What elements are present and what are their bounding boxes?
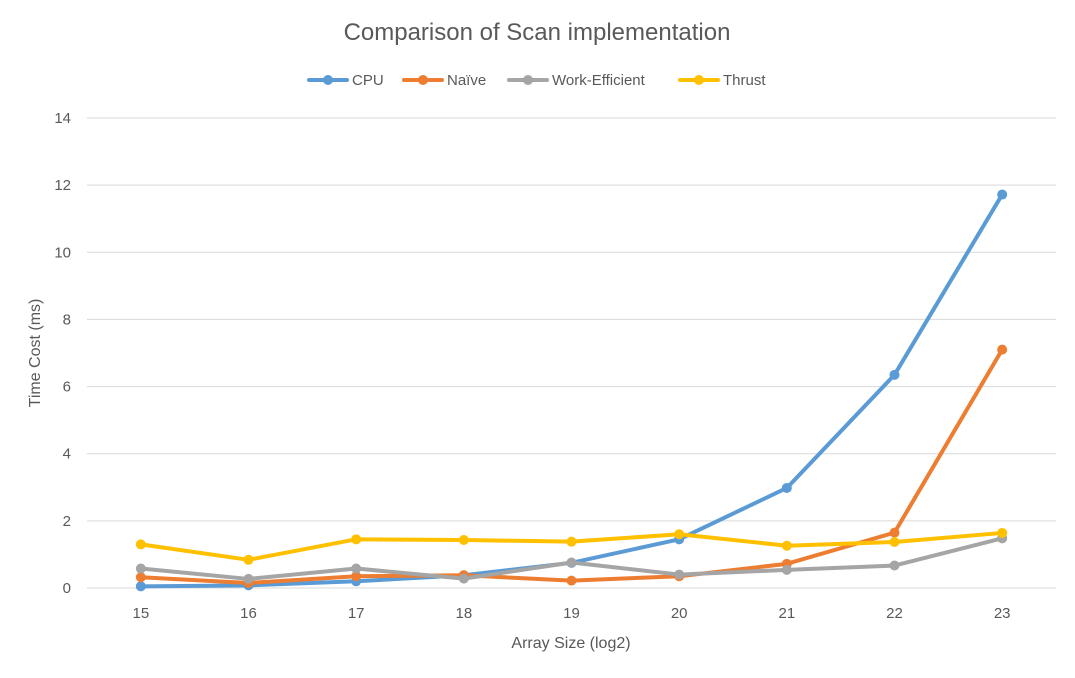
legend-label: Naïve — [447, 72, 486, 89]
series-line-na-ve — [138, 347, 1005, 585]
y-tick-label: 0 — [63, 580, 71, 597]
legend-item-thrust: Thrust — [678, 72, 766, 89]
x-tick-label: 16 — [240, 605, 257, 622]
legend-item-cpu: CPU — [307, 72, 384, 89]
x-tick-label: 22 — [886, 605, 903, 622]
legend: CPU Naïve Work-Efficient Thrust — [307, 72, 766, 89]
y-axis-tick-labels: 0 2 4 6 8 10 12 14 — [54, 110, 71, 597]
data-point-work-efficient — [781, 564, 792, 575]
y-tick-label: 8 — [63, 311, 71, 328]
data-point-thrust — [566, 536, 577, 547]
y-tick-label: 14 — [54, 110, 71, 127]
data-point-work-efficient — [566, 557, 577, 568]
data-point-thrust — [889, 537, 900, 548]
data-point-thrust — [997, 527, 1008, 538]
x-tick-label: 20 — [671, 605, 688, 622]
y-axis-title: Time Cost (ms) — [27, 299, 44, 408]
data-point-thrust — [781, 540, 792, 551]
data-point-na-ve — [997, 344, 1008, 355]
data-point-work-efficient — [458, 573, 469, 584]
legend-marker-na-ve — [418, 75, 428, 85]
data-point-work-efficient — [135, 563, 146, 574]
data-point-cpu — [781, 482, 792, 493]
data-point-work-efficient — [351, 563, 362, 574]
y-tick-label: 10 — [54, 244, 71, 261]
legend-marker-work-efficient — [523, 75, 533, 85]
series-points — [135, 189, 1008, 592]
data-point-na-ve — [135, 572, 146, 583]
data-point-cpu — [889, 369, 900, 380]
data-point-work-efficient — [243, 573, 254, 584]
series-line-cpu — [138, 192, 1005, 589]
data-point-cpu — [135, 581, 146, 592]
data-point-thrust — [135, 539, 146, 550]
legend-label: CPU — [352, 72, 384, 89]
legend-label: Work-Efficient — [552, 72, 646, 89]
data-point-na-ve — [351, 571, 362, 582]
y-tick-label: 2 — [63, 513, 71, 530]
data-point-cpu — [997, 189, 1008, 200]
y-tick-label: 12 — [54, 177, 71, 194]
x-tick-label: 19 — [563, 605, 580, 622]
x-axis-tick-labels: 15 16 17 18 19 20 21 22 23 — [132, 605, 1010, 622]
legend-marker-cpu — [323, 75, 333, 85]
y-tick-label: 4 — [63, 446, 71, 463]
data-point-work-efficient — [889, 560, 900, 571]
x-tick-label: 17 — [348, 605, 365, 622]
x-tick-label: 23 — [994, 605, 1011, 622]
data-point-thrust — [243, 554, 254, 565]
data-point-thrust — [351, 534, 362, 545]
data-point-work-efficient — [674, 569, 685, 580]
legend-item-work-efficient: Work-Efficient — [507, 72, 646, 89]
data-point-na-ve — [889, 527, 900, 538]
data-point-thrust — [674, 529, 685, 540]
chart-title: Comparison of Scan implementation — [344, 19, 731, 46]
y-tick-label: 6 — [63, 379, 71, 396]
data-point-na-ve — [566, 575, 577, 586]
series-lines — [138, 192, 1005, 589]
legend-label: Thrust — [723, 72, 766, 89]
x-tick-label: 15 — [132, 605, 149, 622]
x-tick-label: 21 — [778, 605, 795, 622]
legend-marker-thrust — [694, 75, 704, 85]
data-point-thrust — [458, 534, 469, 545]
gridlines — [87, 117, 1056, 589]
x-tick-label: 18 — [455, 605, 472, 622]
x-axis-title: Array Size (log2) — [511, 635, 630, 652]
legend-item-na-ve: Naïve — [402, 72, 486, 89]
